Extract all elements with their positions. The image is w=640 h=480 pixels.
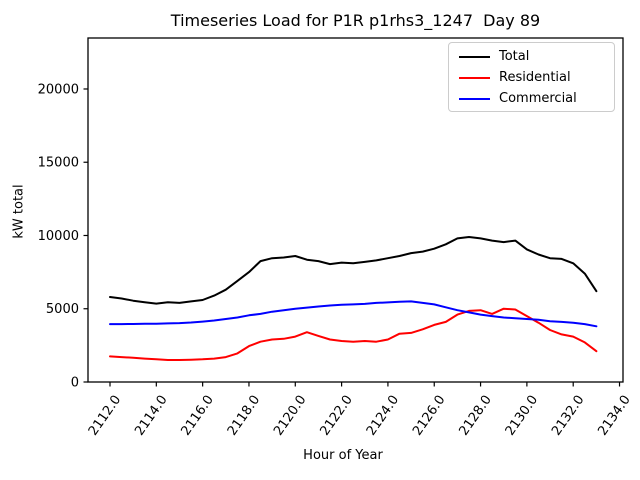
legend-line-swatch-total xyxy=(459,55,490,58)
y-tick-label: 15000 xyxy=(38,156,79,171)
legend-item-total: Total xyxy=(449,46,614,67)
commercial-series-line xyxy=(109,300,598,328)
y-tick-label: 20000 xyxy=(38,82,79,97)
x-axis-label: Hour of Year xyxy=(303,448,383,463)
x-tick-label: 2134.0 xyxy=(595,393,633,439)
legend-item-residential: Residential xyxy=(449,67,614,88)
residential-series-line xyxy=(109,307,598,361)
x-tick-label: 2122.0 xyxy=(317,393,355,439)
y-tick-label: 0 xyxy=(71,376,79,391)
legend-item-commercial: Commercial xyxy=(449,88,614,109)
y-tick-label: 5000 xyxy=(46,302,79,317)
chart-title: Timeseries Load for P1R p1rhs3_1247 Day … xyxy=(170,11,541,30)
x-tick-label: 2132.0 xyxy=(549,393,587,439)
x-tick-label: 2128.0 xyxy=(456,393,494,439)
x-tick-label: 2120.0 xyxy=(271,393,309,439)
x-tick-label: 2118.0 xyxy=(225,393,263,439)
axes-frame xyxy=(87,37,624,383)
x-tick-label: 2130.0 xyxy=(503,393,541,439)
legend-label-total: Total xyxy=(499,49,530,64)
x-tick-label: 2116.0 xyxy=(179,393,217,439)
legend-label-commercial: Commercial xyxy=(499,91,577,106)
legend-line-swatch-residential xyxy=(459,76,490,79)
x-tick-label: 2126.0 xyxy=(410,393,448,439)
legend-line-swatch-commercial xyxy=(459,97,490,100)
x-tick-label: 2112.0 xyxy=(86,393,124,439)
y-axis-label: kW total xyxy=(11,184,27,239)
legend: Total Residential Commercial xyxy=(448,42,615,112)
y-tick-label: 10000 xyxy=(38,229,79,244)
x-tick-label: 2124.0 xyxy=(364,393,402,439)
legend-label-residential: Residential xyxy=(499,70,571,85)
x-tick-label: 2114.0 xyxy=(132,393,170,439)
total-series-line xyxy=(109,236,598,305)
